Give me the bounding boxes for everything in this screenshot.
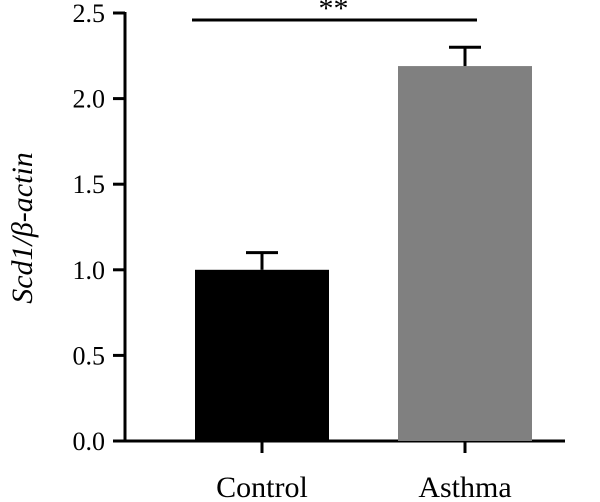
y-tick-label: 1.5 [73,170,106,199]
axes: 0.0 0.5 1.0 1.5 2.0 2.5 Control Asthma [73,0,565,502]
significance-annotation: ** [192,0,477,25]
y-tick-label: 0.5 [73,341,106,370]
x-tick-label-control: Control [216,471,308,502]
y-axis-label: Scd1/β-actin [6,152,39,304]
y-tick-label: 2.0 [73,85,106,114]
y-tick-label: 2.5 [73,0,106,28]
x-tick-label-asthma: Asthma [418,471,511,502]
y-tick-label: 1.0 [73,256,106,285]
significance-label: ** [319,0,349,25]
bar-asthma [398,66,532,442]
error-bars [246,45,481,270]
bar-control [195,269,329,441]
y-tick-label: 0.0 [73,427,106,456]
bars [195,66,532,442]
